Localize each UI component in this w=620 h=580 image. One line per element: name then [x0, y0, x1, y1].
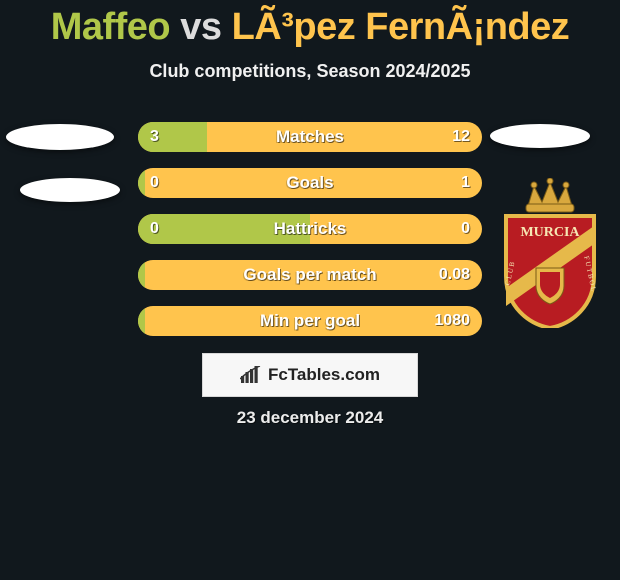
stat-label: Hattricks — [138, 214, 482, 244]
stat-bar: Min per goal — [138, 306, 482, 336]
stat-label: Matches — [138, 122, 482, 152]
stat-value-left: 0 — [150, 214, 159, 244]
stat-value-right: 12 — [452, 122, 470, 152]
comparison-infographic: Maffeo vs LÃ³pez FernÃ¡ndez Club competi… — [0, 0, 620, 580]
stat-label: Min per goal — [138, 306, 482, 336]
page-title: Maffeo vs LÃ³pez FernÃ¡ndez — [0, 0, 620, 49]
stat-bar: Matches — [138, 122, 482, 152]
title-right-player: LÃ³pez FernÃ¡ndez — [232, 6, 570, 48]
attribution-text: FcTables.com — [268, 365, 380, 385]
stat-value-left: 0 — [150, 168, 159, 198]
crest-text: MURCIA — [520, 225, 580, 240]
attribution-badge: FcTables.com — [202, 353, 418, 397]
title-vs: vs — [180, 6, 221, 48]
stat-value-right: 1080 — [434, 306, 470, 336]
club-crest-murcia: MURCIA C L U B F U T B O L — [498, 178, 602, 328]
stat-label: Goals — [138, 168, 482, 198]
stat-value-right: 0.08 — [439, 260, 470, 290]
bar-chart-icon — [240, 366, 262, 384]
stat-bar: Hattricks — [138, 214, 482, 244]
stat-value-left: 3 — [150, 122, 159, 152]
title-left-player: Maffeo — [51, 6, 170, 48]
infographic-date: 23 december 2024 — [0, 408, 620, 428]
stat-value-right: 0 — [461, 214, 470, 244]
right-badge-ellipse — [490, 124, 590, 148]
left-badge-ellipse-2 — [20, 178, 120, 202]
stat-value-right: 1 — [461, 168, 470, 198]
stat-bar: Goals — [138, 168, 482, 198]
subtitle: Club competitions, Season 2024/2025 — [0, 61, 620, 82]
stat-bar: Goals per match — [138, 260, 482, 290]
left-badge-ellipse-1 — [6, 124, 114, 150]
stat-label: Goals per match — [138, 260, 482, 290]
